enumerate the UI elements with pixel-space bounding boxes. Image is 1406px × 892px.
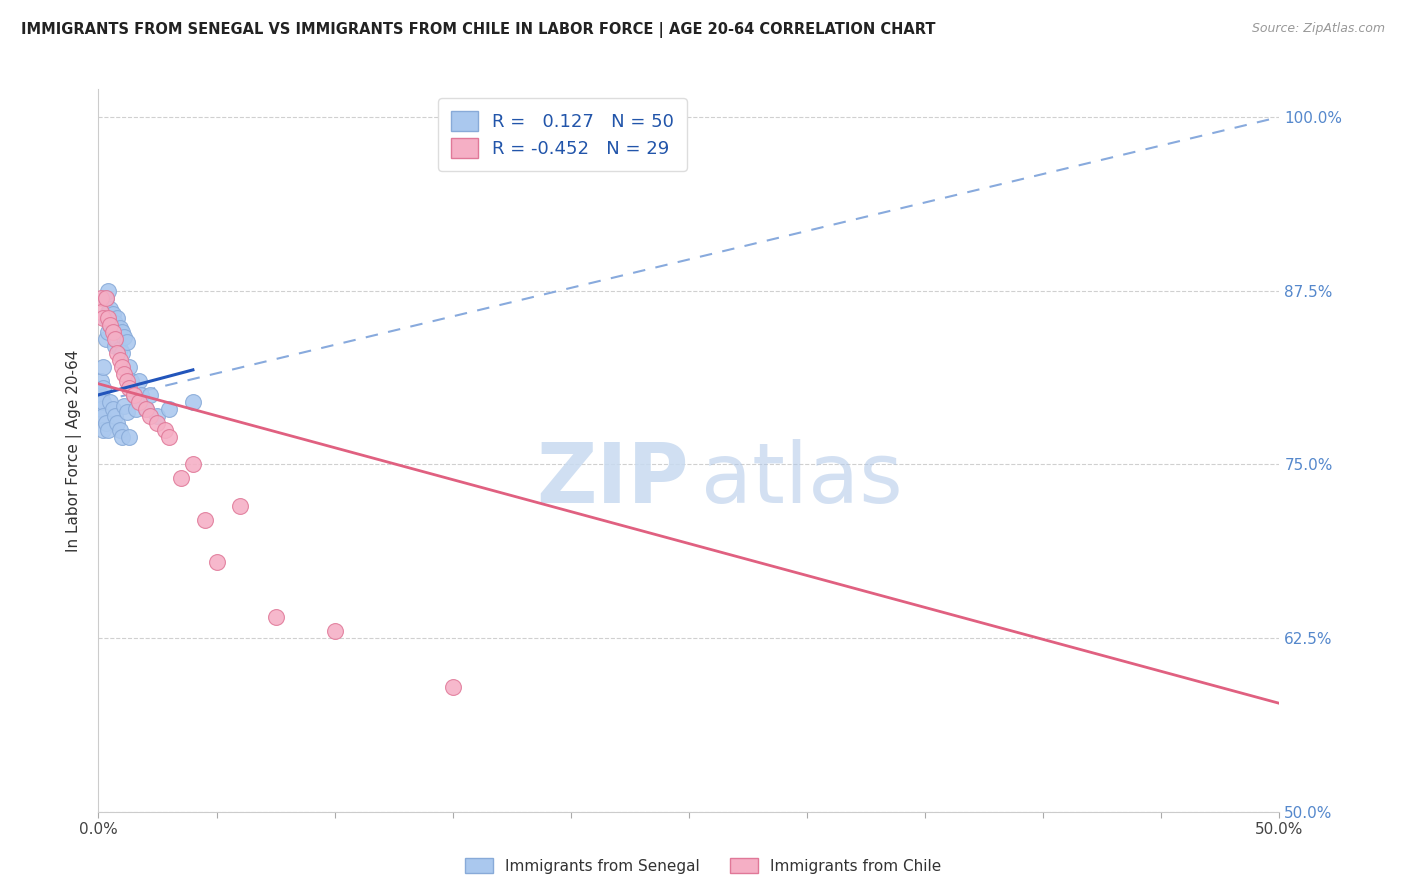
Point (157, 401, 180, 416)
Point (90, 388, 112, 402)
Point (97, 304, 120, 318)
Point (104, 409, 127, 423)
Point (111, 346, 134, 360)
Point (104, 316, 127, 330)
Point (91, 381, 114, 395)
Point (122, 388, 145, 402)
Point (91, 394, 114, 409)
Point (101, 321, 124, 335)
Point (115, 335, 138, 350)
Point (111, 326, 134, 340)
Point (118, 429, 141, 443)
Point (118, 360, 141, 375)
Point (105, 332, 128, 346)
Point (323, 624, 346, 639)
Point (104, 339, 127, 353)
Point (194, 513, 217, 527)
Point (146, 409, 169, 423)
Legend: R =   0.127   N = 50, R = -0.452   N = 29: R = 0.127 N = 50, R = -0.452 N = 29 (439, 98, 686, 170)
Point (90, 304, 112, 318)
Point (97, 311, 120, 326)
Point (108, 353, 131, 368)
Point (129, 388, 152, 402)
Point (94, 311, 117, 326)
Point (98, 318, 121, 333)
Point (105, 311, 128, 326)
Point (91, 311, 114, 326)
Point (135, 401, 157, 416)
Point (104, 332, 127, 346)
Text: atlas: atlas (700, 439, 903, 520)
Point (98, 301, 121, 316)
Point (118, 381, 141, 395)
Point (122, 388, 145, 402)
Point (229, 499, 252, 513)
Point (115, 374, 138, 388)
Point (98, 394, 121, 409)
Point (108, 423, 131, 437)
Legend: Immigrants from Senegal, Immigrants from Chile: Immigrants from Senegal, Immigrants from… (458, 852, 948, 880)
Point (94, 332, 117, 346)
Point (91, 360, 114, 375)
Point (90, 401, 112, 416)
Point (115, 404, 138, 418)
Point (264, 610, 287, 624)
Point (97, 423, 120, 437)
Point (108, 321, 131, 335)
Point (91, 423, 114, 437)
Point (111, 429, 134, 443)
Point (90, 374, 112, 388)
Point (128, 374, 150, 388)
Point (98, 318, 121, 333)
Point (97, 284, 120, 298)
Point (112, 367, 135, 381)
Point (135, 401, 157, 416)
Point (441, 680, 464, 694)
Point (105, 416, 128, 430)
Point (101, 326, 124, 340)
Point (139, 388, 162, 402)
Point (112, 329, 135, 343)
Text: Source: ZipAtlas.com: Source: ZipAtlas.com (1251, 22, 1385, 36)
Point (181, 458, 204, 472)
Point (101, 401, 124, 416)
Point (97, 326, 120, 340)
Text: IMMIGRANTS FROM SENEGAL VS IMMIGRANTS FROM CHILE IN LABOR FORCE | AGE 20-64 CORR: IMMIGRANTS FROM SENEGAL VS IMMIGRANTS FR… (21, 22, 935, 38)
Y-axis label: In Labor Force | Age 20-64: In Labor Force | Age 20-64 (66, 350, 83, 551)
Point (146, 416, 169, 430)
Point (108, 342, 131, 356)
Point (157, 429, 180, 443)
Point (111, 360, 134, 375)
Point (139, 409, 162, 423)
Point (94, 291, 117, 305)
Point (128, 394, 150, 409)
Text: ZIP: ZIP (537, 439, 689, 520)
Point (181, 394, 204, 409)
Point (153, 423, 176, 437)
Point (91, 409, 114, 423)
Point (94, 416, 117, 430)
Point (112, 399, 135, 413)
Point (125, 401, 148, 416)
Point (170, 471, 193, 485)
Point (94, 291, 117, 305)
Point (101, 307, 124, 321)
Point (105, 346, 128, 360)
Point (121, 374, 143, 388)
Point (90, 291, 112, 305)
Point (205, 555, 228, 569)
